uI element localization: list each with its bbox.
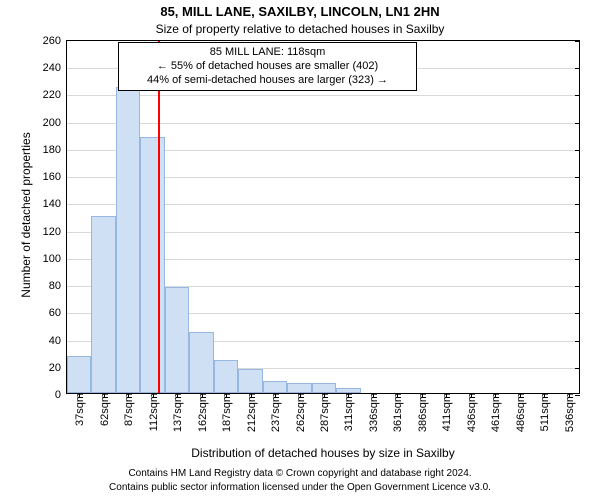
ytick-label: 140 xyxy=(43,198,67,210)
ytick-label: 0 xyxy=(55,389,67,401)
ytick-mark xyxy=(575,177,580,178)
xtick-label: 262sqm xyxy=(293,393,307,432)
xtick-label: 536sqm xyxy=(562,393,576,432)
xtick-label: 461sqm xyxy=(488,393,502,432)
ytick-mark xyxy=(575,95,580,96)
histogram-bar xyxy=(189,332,213,393)
histogram-bar xyxy=(165,287,189,393)
annotation-line-3: 44% of semi-detached houses are larger (… xyxy=(125,74,410,88)
xtick-label: 87sqm xyxy=(121,393,135,426)
ytick-label: 100 xyxy=(43,253,67,265)
ytick-label: 120 xyxy=(43,226,67,238)
footer-line-1: Contains HM Land Registry data © Crown c… xyxy=(0,468,600,479)
ytick-mark xyxy=(575,286,580,287)
histogram-bar xyxy=(238,369,262,394)
xtick-label: 311sqm xyxy=(341,393,355,431)
ytick-mark xyxy=(575,341,580,342)
page-title: 85, MILL LANE, SAXILBY, LINCOLN, LN1 2HN xyxy=(0,4,600,19)
footer-line-2: Contains public sector information licen… xyxy=(0,482,600,493)
ytick-label: 60 xyxy=(49,307,67,319)
xtick-label: 237sqm xyxy=(268,393,282,432)
histogram-bar xyxy=(91,216,115,393)
xtick-label: 411sqm xyxy=(439,393,453,431)
ytick-mark xyxy=(575,41,580,42)
histogram-bar xyxy=(214,360,238,393)
ytick-label: 260 xyxy=(43,35,67,47)
xtick-label: 336sqm xyxy=(366,393,380,432)
y-axis-label: Number of detached properties xyxy=(19,38,33,392)
xtick-label: 37sqm xyxy=(72,393,86,426)
ytick-mark xyxy=(575,123,580,124)
ytick-mark xyxy=(575,68,580,69)
ytick-label: 160 xyxy=(43,171,67,183)
xtick-label: 62sqm xyxy=(97,393,111,426)
histogram-bar xyxy=(287,383,311,393)
ytick-mark xyxy=(575,368,580,369)
histogram-bar xyxy=(116,87,140,393)
gridline xyxy=(67,95,579,96)
xtick-label: 212sqm xyxy=(244,393,258,432)
ytick-label: 220 xyxy=(43,89,67,101)
xtick-label: 361sqm xyxy=(390,393,404,432)
plot-area: 02040608010012014016018020022024026037sq… xyxy=(66,40,580,394)
ytick-label: 200 xyxy=(43,117,67,129)
histogram-bar xyxy=(140,137,164,393)
annotation-box: 85 MILL LANE: 118sqm ← 55% of detached h… xyxy=(118,42,417,91)
histogram-bar xyxy=(263,381,287,393)
xtick-label: 386sqm xyxy=(415,393,429,432)
property-marker-line xyxy=(158,41,160,393)
ytick-mark xyxy=(575,313,580,314)
xtick-label: 162sqm xyxy=(195,393,209,432)
xtick-label: 486sqm xyxy=(513,393,527,432)
chart-container: 85, MILL LANE, SAXILBY, LINCOLN, LN1 2HN… xyxy=(0,0,600,500)
ytick-mark xyxy=(575,204,580,205)
ytick-mark xyxy=(575,259,580,260)
ytick-mark xyxy=(575,150,580,151)
ytick-label: 40 xyxy=(49,335,67,347)
xtick-label: 287sqm xyxy=(317,393,331,432)
ytick-label: 180 xyxy=(43,144,67,156)
xtick-label: 511sqm xyxy=(537,393,551,431)
gridline xyxy=(67,123,579,124)
ytick-mark xyxy=(575,232,580,233)
ytick-label: 240 xyxy=(43,62,67,74)
annotation-line-2: ← 55% of detached houses are smaller (40… xyxy=(125,60,410,74)
histogram-bar xyxy=(312,383,336,393)
xtick-label: 112sqm xyxy=(146,393,160,431)
x-axis-label: Distribution of detached houses by size … xyxy=(66,446,580,460)
ytick-label: 80 xyxy=(49,280,67,292)
histogram-bar xyxy=(67,356,91,393)
page-subtitle: Size of property relative to detached ho… xyxy=(0,22,600,36)
ytick-label: 20 xyxy=(49,362,67,374)
annotation-line-1: 85 MILL LANE: 118sqm xyxy=(125,46,410,60)
xtick-label: 436sqm xyxy=(464,393,478,432)
xtick-label: 137sqm xyxy=(170,393,184,432)
xtick-label: 187sqm xyxy=(219,393,233,432)
